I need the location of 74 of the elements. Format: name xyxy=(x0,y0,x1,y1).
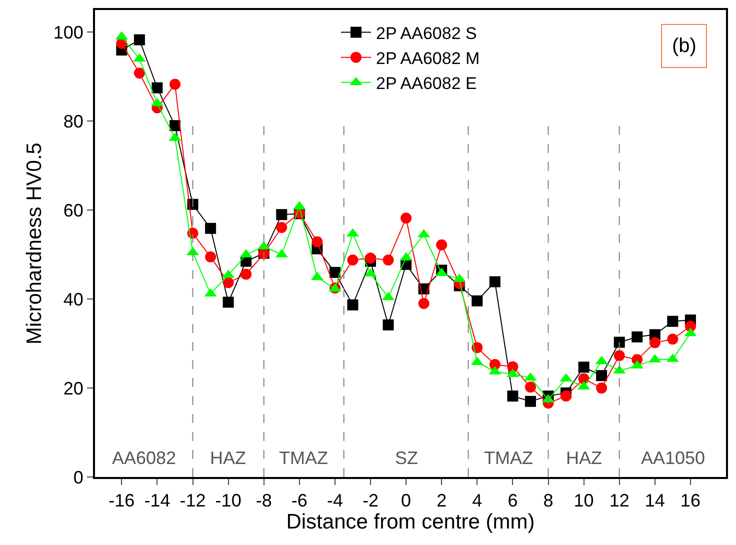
x-tick-label: 16 xyxy=(680,490,700,511)
x-tick-label: -6 xyxy=(291,490,308,511)
annotation: HAZ xyxy=(566,448,602,468)
point xyxy=(560,390,572,402)
point xyxy=(222,277,234,288)
x-tick-label: -2 xyxy=(362,490,379,511)
legend-label: 2P AA6082 S xyxy=(376,24,477,43)
point xyxy=(152,82,163,94)
point xyxy=(436,239,448,250)
point xyxy=(507,361,518,372)
y-tick-label: 100 xyxy=(53,22,84,43)
point xyxy=(472,295,483,306)
y-axis-title: Microhardness HV0.5 xyxy=(23,142,46,344)
legend-label: 2P AA6082 E xyxy=(376,74,477,94)
x-tick-label: -16 xyxy=(108,490,135,511)
point xyxy=(632,331,643,342)
point xyxy=(418,298,430,310)
point xyxy=(134,68,145,79)
point xyxy=(649,337,660,348)
point xyxy=(578,362,590,373)
annotation: TMAZ xyxy=(279,448,328,468)
y-tick-label: 60 xyxy=(63,200,84,220)
x-tick-label: 2 xyxy=(436,490,447,511)
point xyxy=(614,350,625,362)
point xyxy=(365,252,376,264)
x-tick-label: -14 xyxy=(144,490,170,511)
point xyxy=(596,370,608,382)
annotation: (b) xyxy=(672,35,696,57)
point xyxy=(472,342,483,354)
legend-label: 2P AA6082 M xyxy=(376,48,480,68)
x-axis-title: Distance from centre (mm) xyxy=(286,510,535,534)
x-tick-label: 14 xyxy=(644,490,665,511)
point xyxy=(524,382,536,393)
annotation: SZ xyxy=(395,448,418,468)
x-tick-label: 0 xyxy=(401,490,412,511)
y-tick-label: 20 xyxy=(63,378,84,398)
annotation: AA1050 xyxy=(641,448,706,468)
x-tick-label: -8 xyxy=(256,490,272,511)
annotation: HAZ xyxy=(210,448,246,468)
point xyxy=(524,396,536,407)
point xyxy=(134,34,145,46)
point xyxy=(240,268,252,280)
y-tick-label: 0 xyxy=(73,467,84,488)
point xyxy=(205,251,216,262)
point xyxy=(382,319,394,330)
point xyxy=(667,316,678,327)
point xyxy=(312,236,323,248)
x-tick-label: 4 xyxy=(472,490,482,511)
point xyxy=(382,254,394,266)
annotation: TMAZ xyxy=(484,448,533,468)
point xyxy=(489,276,500,288)
x-tick-label: 8 xyxy=(543,490,554,511)
x-tick-label: -12 xyxy=(180,490,206,511)
point xyxy=(400,212,412,224)
x-tick-label: -10 xyxy=(215,490,242,511)
annotation: AA6082 xyxy=(112,448,176,468)
point xyxy=(205,222,216,234)
point xyxy=(222,296,234,308)
x-tick-label: 12 xyxy=(609,490,630,511)
point xyxy=(276,222,288,233)
point xyxy=(347,254,358,266)
x-tick-label: -4 xyxy=(326,490,343,511)
point xyxy=(276,209,288,220)
point xyxy=(169,78,180,90)
point xyxy=(347,299,358,310)
point xyxy=(329,266,340,278)
point xyxy=(614,336,625,348)
y-tick-label: 80 xyxy=(63,111,84,132)
x-tick-label: 10 xyxy=(574,490,594,511)
point xyxy=(667,334,678,345)
x-tick-label: 6 xyxy=(508,490,518,511)
point xyxy=(507,390,518,402)
point xyxy=(596,382,608,394)
y-tick-label: 40 xyxy=(63,289,84,310)
